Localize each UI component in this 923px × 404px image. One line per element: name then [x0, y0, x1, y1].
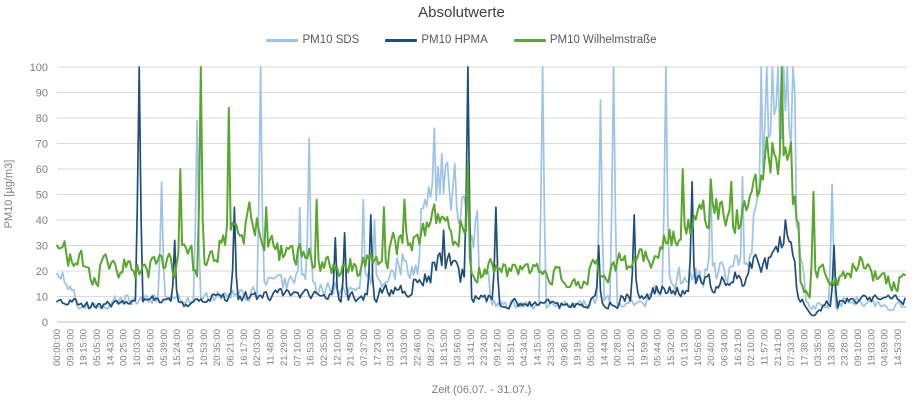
- x-tick-label: 17:38:00: [800, 329, 811, 366]
- x-tick-label: 09:39:00: [65, 329, 76, 366]
- x-tick-label: 16:53:00: [306, 329, 317, 366]
- x-tick-label: 05:44:00: [653, 329, 664, 366]
- x-tick-label: 11:57:00: [760, 329, 771, 365]
- legend-label: PM10 HPMA: [421, 34, 488, 46]
- legend-item-pm10-wilhelmstrasse: PM10 Wilhelmstraße: [513, 34, 657, 46]
- y-tick-label: 50: [36, 190, 48, 202]
- legend-item-pm10-sds: PM10 SDS: [266, 34, 359, 46]
- x-tick-label: 05:39:00: [159, 329, 170, 366]
- x-tick-label: 13:41:00: [466, 329, 477, 366]
- line-swatch-icon: [385, 38, 418, 42]
- legend-label: PM10 SDS: [302, 34, 360, 46]
- y-tick-label: 0: [42, 317, 48, 329]
- x-tick-label: 13:38:00: [826, 329, 837, 366]
- series-line-pm10-wilhelmstrasse: [56, 66, 906, 299]
- x-tick-label: 03:35:00: [813, 329, 824, 366]
- x-tick-label: 14:44:00: [599, 329, 610, 366]
- x-tick-label: 18:51:00: [506, 329, 517, 366]
- x-tick-label: 05:05:00: [92, 329, 103, 366]
- x-tick-label: 19:03:00: [866, 329, 877, 366]
- x-tick-label: 19:59:00: [639, 329, 650, 366]
- x-tick-label: 19:15:00: [79, 329, 90, 366]
- legend-item-pm10-hpma: PM10 HPMA: [385, 34, 488, 46]
- x-tick-label: 22:46:00: [412, 329, 423, 366]
- x-tick-label: 20:40:00: [706, 329, 717, 366]
- y-tick-label: 10: [36, 292, 48, 304]
- x-tick-label: 11:48:00: [266, 329, 277, 365]
- x-tick-label: 14:53:00: [893, 329, 904, 366]
- y-tick-label: 30: [36, 241, 48, 253]
- x-tick-label: 10:53:00: [199, 329, 210, 366]
- x-tick-label: 03:56:00: [452, 329, 463, 366]
- y-tick-label: 100: [30, 62, 48, 74]
- line-swatch-icon: [266, 38, 299, 42]
- legend-label: PM10 Wilhelmstraße: [549, 34, 657, 46]
- y-tick-label: 70: [36, 139, 48, 151]
- x-tick-label: 02:35:00: [319, 329, 330, 366]
- x-tick-label: 04:34:00: [519, 329, 530, 366]
- x-tick-label: 21:49:00: [346, 329, 357, 366]
- x-axis-title: Zeit (06.07. - 31.07.): [431, 384, 532, 396]
- x-tick-label: 15:24:00: [172, 329, 183, 366]
- y-tick-label: 80: [36, 113, 48, 125]
- y-tick-label: 60: [36, 164, 48, 176]
- y-tick-label: 90: [36, 88, 48, 100]
- x-tick-label: 07:33:00: [786, 329, 797, 366]
- chart-title: Absolutwerte: [418, 4, 505, 21]
- x-tick-label: 10:03:00: [132, 329, 143, 366]
- x-tick-label: 07:37:00: [359, 329, 370, 366]
- x-tick-label: 21:41:00: [773, 329, 784, 366]
- x-tick-label: 13:03:00: [399, 329, 410, 366]
- x-tick-label: 02:03:00: [252, 329, 263, 366]
- x-tick-label: 19:19:00: [573, 329, 584, 366]
- x-tick-label: 23:24:00: [479, 329, 490, 366]
- x-tick-label: 00:28:00: [613, 329, 624, 366]
- x-tick-label: 01:13:00: [679, 329, 690, 366]
- x-tick-label: 03:13:00: [386, 329, 397, 366]
- x-tick-label: 01:04:00: [185, 329, 196, 366]
- x-tick-label: 18:15:00: [439, 329, 450, 366]
- x-tick-label: 00:25:00: [119, 329, 130, 366]
- series-line-pm10-hpma: [56, 66, 906, 317]
- x-tick-label: 05:00:00: [586, 329, 597, 366]
- x-tick-label: 00:00:00: [52, 329, 63, 366]
- x-tick-label: 14:43:00: [105, 329, 116, 366]
- x-tick-label: 08:27:00: [426, 329, 437, 366]
- x-tick-label: 12:10:00: [332, 329, 343, 366]
- x-tick-label: 04:59:00: [880, 329, 891, 366]
- line-swatch-icon: [513, 38, 546, 42]
- x-tick-label: 07:10:00: [292, 329, 303, 366]
- x-tick-label: 17:23:00: [372, 329, 383, 366]
- x-tick-label: 09:12:00: [493, 329, 504, 366]
- x-tick-label: 21:29:00: [279, 329, 290, 366]
- y-tick-label: 40: [36, 215, 48, 227]
- x-tick-label: 20:35:00: [212, 329, 223, 366]
- x-tick-label: 14:15:00: [533, 329, 544, 366]
- x-tick-label: 02:10:00: [746, 329, 757, 366]
- chart-legend: PM10 SDS PM10 HPMA PM10 Wilhelmstraße: [0, 34, 923, 46]
- x-tick-label: 23:53:00: [546, 329, 557, 366]
- x-tick-label: 06:21:00: [226, 329, 237, 366]
- x-tick-label: 16:17:00: [239, 329, 250, 366]
- x-tick-label: 19:56:00: [145, 329, 156, 366]
- x-tick-label: 09:36:00: [559, 329, 570, 366]
- x-tick-label: 09:10:00: [853, 329, 864, 366]
- x-tick-label: 06:34:00: [719, 329, 730, 366]
- x-tick-label: 10:56:00: [693, 329, 704, 366]
- x-tick-label: 16:21:00: [733, 329, 744, 366]
- x-tick-label: 15:32:00: [666, 329, 677, 366]
- y-tick-label: 20: [36, 266, 48, 278]
- x-tick-label: 10:12:00: [626, 329, 637, 366]
- x-tick-label: 23:28:00: [840, 329, 851, 366]
